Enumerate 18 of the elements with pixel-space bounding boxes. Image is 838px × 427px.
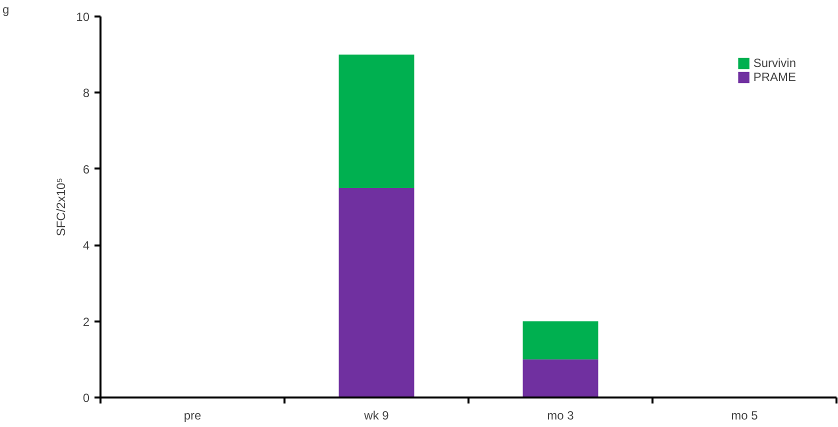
y-tick-label: 0 (82, 391, 90, 405)
bar (338, 54, 414, 188)
y-tick-label: 6 (82, 162, 90, 176)
legend-label: PRAME (753, 70, 796, 84)
x-tick-label: mo 3 (547, 408, 574, 422)
y-axis-title: SFC/2x10⁵ (54, 178, 68, 236)
y-tick-label: 8 (82, 86, 90, 100)
bar (522, 321, 598, 360)
bar (522, 359, 598, 398)
x-tick-label: pre (184, 408, 202, 422)
bar (338, 188, 414, 398)
text: g (2, 2, 10, 16)
legend-label: Survivin (753, 56, 796, 70)
y-tick-label: 10 (76, 10, 90, 24)
y-tick-label: 2 (82, 314, 90, 329)
x-tick-label: wk 9 (363, 408, 390, 422)
y-tick-label: 4 (82, 238, 90, 253)
x-tick-label: mo 5 (731, 408, 758, 422)
